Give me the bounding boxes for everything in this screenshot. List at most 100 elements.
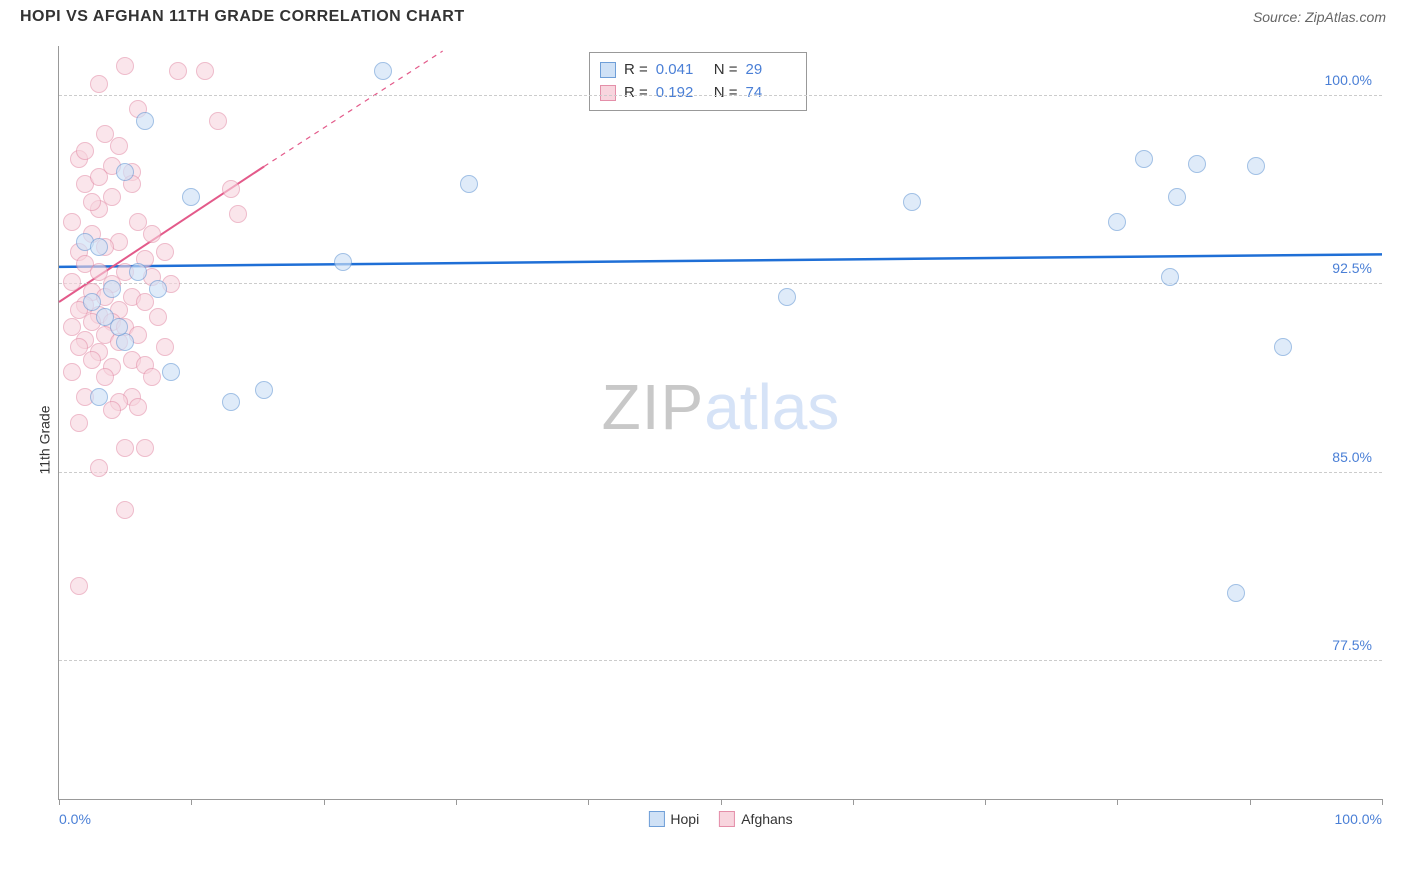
legend-n-value: 74 xyxy=(746,82,796,105)
data-point xyxy=(90,168,108,186)
data-point xyxy=(110,137,128,155)
data-point xyxy=(110,318,128,336)
x-tick xyxy=(721,799,722,805)
legend-swatch xyxy=(719,811,735,827)
watermark-atlas: atlas xyxy=(704,371,839,443)
y-axis-label: 11th Grade xyxy=(37,405,53,474)
data-point xyxy=(96,368,114,386)
data-point xyxy=(90,459,108,477)
data-point xyxy=(149,280,167,298)
trend-line-dashed xyxy=(264,51,443,166)
data-point xyxy=(222,393,240,411)
data-point xyxy=(63,363,81,381)
data-point xyxy=(143,368,161,386)
data-point xyxy=(90,238,108,256)
data-point xyxy=(1161,268,1179,286)
chart-title: HOPI VS AFGHAN 11TH GRADE CORRELATION CH… xyxy=(20,8,465,26)
data-point xyxy=(70,414,88,432)
x-tick xyxy=(1250,799,1251,805)
x-tick xyxy=(1382,799,1383,805)
trend-lines-layer xyxy=(59,46,1382,799)
data-point xyxy=(90,388,108,406)
gridline-h xyxy=(59,472,1382,473)
data-point xyxy=(129,398,147,416)
data-point xyxy=(83,193,101,211)
x-tick xyxy=(1117,799,1118,805)
watermark: ZIPatlas xyxy=(602,370,840,444)
legend-swatch xyxy=(600,62,616,78)
correlation-legend: R = 0.041 N = 29R = 0.192 N = 74 xyxy=(589,52,807,111)
legend-n-value: 29 xyxy=(746,59,796,82)
legend-row: R =0.041N =29 xyxy=(600,59,796,82)
data-point xyxy=(116,163,134,181)
data-point xyxy=(1168,188,1186,206)
data-point xyxy=(222,180,240,198)
legend-row: R = 0.192 N = 74 xyxy=(600,82,796,105)
data-point xyxy=(76,142,94,160)
data-point xyxy=(136,439,154,457)
data-point xyxy=(255,381,273,399)
data-point xyxy=(1247,157,1265,175)
x-tick xyxy=(853,799,854,805)
x-tick xyxy=(191,799,192,805)
series-legend-label: Afghans xyxy=(741,811,792,827)
series-legend-item: Afghans xyxy=(719,811,792,827)
data-point xyxy=(156,243,174,261)
x-tick xyxy=(588,799,589,805)
data-point xyxy=(83,351,101,369)
data-point xyxy=(103,280,121,298)
x-tick xyxy=(985,799,986,805)
data-point xyxy=(1274,338,1292,356)
data-point xyxy=(156,338,174,356)
data-point xyxy=(63,273,81,291)
series-legend-label: Hopi xyxy=(670,811,699,827)
data-point xyxy=(136,112,154,130)
x-tick-label: 100.0% xyxy=(1335,811,1382,827)
x-tick-label: 0.0% xyxy=(59,811,91,827)
data-point xyxy=(182,188,200,206)
plot-area: ZIPatlas R =0.041N =29R =0.192N =74 Hopi… xyxy=(58,46,1382,800)
series-legend: Hopi Afghans xyxy=(648,811,792,827)
legend-swatch xyxy=(648,811,664,827)
legend-r-label: R = xyxy=(624,82,648,105)
data-point xyxy=(374,62,392,80)
data-point xyxy=(1188,155,1206,173)
data-point xyxy=(460,175,478,193)
gridline-h xyxy=(59,283,1382,284)
data-point xyxy=(1108,213,1126,231)
data-point xyxy=(103,401,121,419)
data-point xyxy=(149,308,167,326)
y-tick-label: 92.5% xyxy=(1330,260,1374,276)
y-tick-label: 77.5% xyxy=(1330,637,1374,653)
data-point xyxy=(209,112,227,130)
x-tick xyxy=(456,799,457,805)
data-point xyxy=(334,253,352,271)
legend-r-value: 0.192 xyxy=(656,82,706,105)
chart-container: 11th Grade ZIPatlas R = 0.041 N = 29 R = 0.19… xyxy=(18,40,1388,840)
x-tick xyxy=(324,799,325,805)
legend-r-value: 0.041 xyxy=(656,59,706,82)
series-legend-item: Hopi xyxy=(648,811,699,827)
legend-n-label: N = xyxy=(714,82,738,105)
data-point xyxy=(169,62,187,80)
data-point xyxy=(129,263,147,281)
data-point xyxy=(63,213,81,231)
data-point xyxy=(229,205,247,223)
data-point xyxy=(116,57,134,75)
gridline-h xyxy=(59,95,1382,96)
data-point xyxy=(903,193,921,211)
data-point xyxy=(70,577,88,595)
data-point xyxy=(90,75,108,93)
source-label: Source: ZipAtlas.com xyxy=(1253,9,1386,25)
gridline-h xyxy=(59,660,1382,661)
data-point xyxy=(116,439,134,457)
data-point xyxy=(196,62,214,80)
trend-line xyxy=(59,254,1382,267)
legend-r-label: R = xyxy=(624,59,648,82)
data-point xyxy=(778,288,796,306)
data-point xyxy=(162,363,180,381)
data-point xyxy=(116,501,134,519)
x-tick xyxy=(59,799,60,805)
data-point xyxy=(1227,584,1245,602)
data-point xyxy=(1135,150,1153,168)
